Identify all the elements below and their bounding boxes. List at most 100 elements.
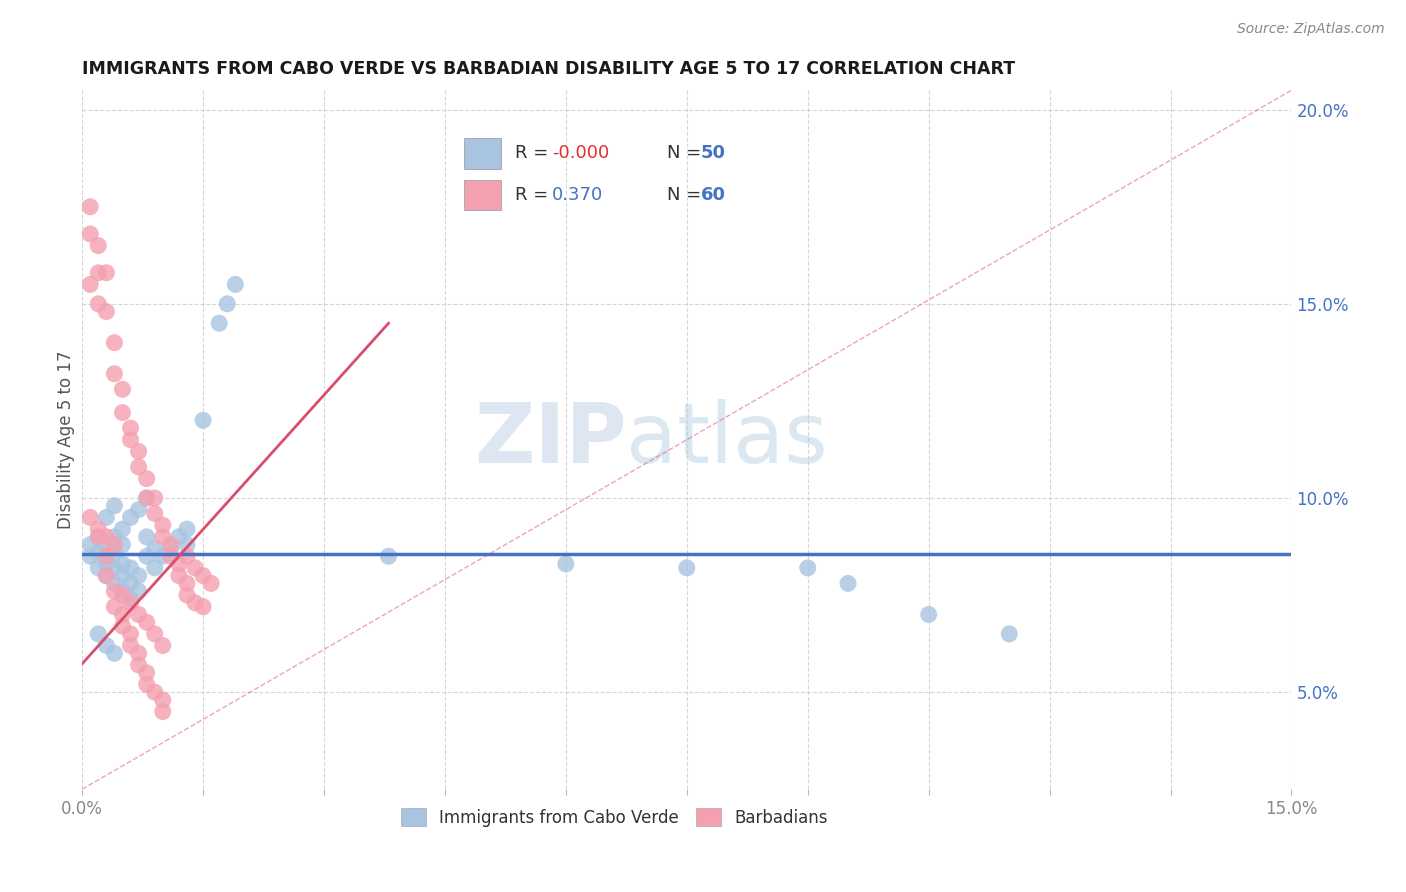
Point [918, 607, 941, 622]
Point [120, 576, 142, 591]
Point [135, 615, 157, 630]
Point [191, 413, 214, 427]
Point [675, 561, 697, 575]
Point [135, 491, 157, 505]
Text: atlas: atlas [626, 400, 828, 480]
Point [143, 491, 166, 505]
Point [200, 576, 222, 591]
Point [128, 607, 150, 622]
Point [96, 639, 118, 653]
Point [103, 499, 125, 513]
Point [103, 545, 125, 559]
Point [111, 607, 134, 622]
Point [120, 561, 142, 575]
Point [87, 530, 110, 544]
Point [96, 510, 118, 524]
Point [96, 266, 118, 280]
Point [191, 599, 214, 614]
Point [128, 502, 150, 516]
Point [111, 382, 134, 396]
Point [87, 545, 110, 559]
Point [143, 561, 166, 575]
Point [152, 549, 174, 564]
Point [120, 639, 142, 653]
Point [79, 538, 101, 552]
Point [128, 459, 150, 474]
Point [120, 627, 142, 641]
Point [176, 588, 198, 602]
Point [111, 588, 134, 602]
Point [103, 576, 125, 591]
Text: ZIP: ZIP [474, 400, 626, 480]
Text: IMMIGRANTS FROM CABO VERDE VS BARBADIAN DISABILITY AGE 5 TO 17 CORRELATION CHART: IMMIGRANTS FROM CABO VERDE VS BARBADIAN … [82, 60, 1015, 78]
Point [87, 297, 110, 311]
Point [152, 693, 174, 707]
Point [120, 433, 142, 447]
Point [79, 277, 101, 292]
Point [176, 549, 198, 564]
Point [96, 557, 118, 571]
Point [128, 444, 150, 458]
Point [152, 518, 174, 533]
Point [135, 530, 157, 544]
Point [103, 335, 125, 350]
Point [152, 705, 174, 719]
Point [184, 596, 207, 610]
Point [96, 541, 118, 556]
Y-axis label: Disability Age 5 to 17: Disability Age 5 to 17 [58, 351, 75, 529]
Point [111, 568, 134, 582]
Point [79, 549, 101, 564]
Point [128, 568, 150, 582]
Point [143, 541, 166, 556]
Point [111, 522, 134, 536]
Point [103, 538, 125, 552]
Point [143, 507, 166, 521]
Legend: Immigrants from Cabo Verde, Barbadians: Immigrants from Cabo Verde, Barbadians [394, 802, 834, 833]
Point [152, 530, 174, 544]
Point [128, 646, 150, 660]
Point [111, 619, 134, 633]
Point [96, 549, 118, 564]
Point [103, 646, 125, 660]
Point [111, 584, 134, 599]
Point [103, 561, 125, 575]
Point [191, 568, 214, 582]
Point [184, 561, 207, 575]
Point [87, 266, 110, 280]
Point [796, 561, 818, 575]
Point [143, 627, 166, 641]
Point [120, 596, 142, 610]
Point [79, 510, 101, 524]
Point [120, 510, 142, 524]
Point [377, 549, 399, 564]
Point [167, 568, 190, 582]
Point [96, 304, 118, 318]
Point [160, 541, 183, 556]
Text: Source: ZipAtlas.com: Source: ZipAtlas.com [1237, 22, 1385, 37]
Point [176, 522, 198, 536]
Point [120, 421, 142, 435]
Point [143, 685, 166, 699]
Point [152, 639, 174, 653]
Point [167, 557, 190, 571]
Point [111, 538, 134, 552]
Point [176, 538, 198, 552]
Point [208, 316, 231, 330]
Point [135, 491, 157, 505]
Point [224, 277, 246, 292]
Point [96, 530, 118, 544]
Point [87, 561, 110, 575]
Point [176, 576, 198, 591]
Point [96, 568, 118, 582]
Point [79, 227, 101, 241]
Point [128, 584, 150, 599]
Point [103, 599, 125, 614]
Point [87, 627, 110, 641]
Point [554, 557, 576, 571]
Point [79, 200, 101, 214]
Point [217, 297, 239, 311]
Point [160, 549, 183, 564]
Point [87, 522, 110, 536]
Point [111, 406, 134, 420]
Point [120, 591, 142, 606]
